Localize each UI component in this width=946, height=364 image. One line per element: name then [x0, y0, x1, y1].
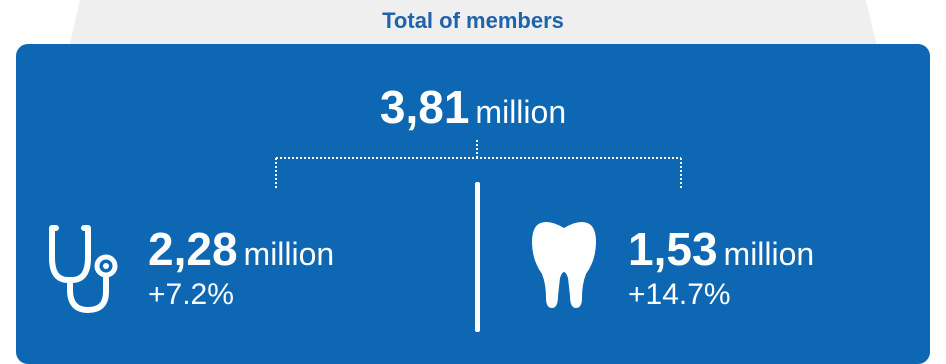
right-stat: 1,53 million +14.7% — [628, 222, 814, 312]
members-panel — [16, 44, 930, 364]
total-members: 3,81 million — [0, 80, 946, 134]
left-unit: million — [243, 236, 335, 272]
tooth-icon — [532, 222, 596, 308]
section-title: Total of members — [382, 8, 564, 33]
left-value: 2,28 — [148, 223, 238, 275]
center-divider — [475, 182, 480, 332]
left-change: +7.2% — [148, 278, 234, 311]
right-value: 1,53 — [628, 223, 718, 275]
total-unit: million — [475, 94, 567, 130]
right-unit: million — [723, 236, 815, 272]
total-value: 3,81 — [379, 81, 470, 133]
stethoscope-icon — [49, 225, 118, 313]
left-stat: 2,28 million +7.2% — [148, 222, 334, 312]
right-change: +14.7% — [628, 278, 731, 311]
